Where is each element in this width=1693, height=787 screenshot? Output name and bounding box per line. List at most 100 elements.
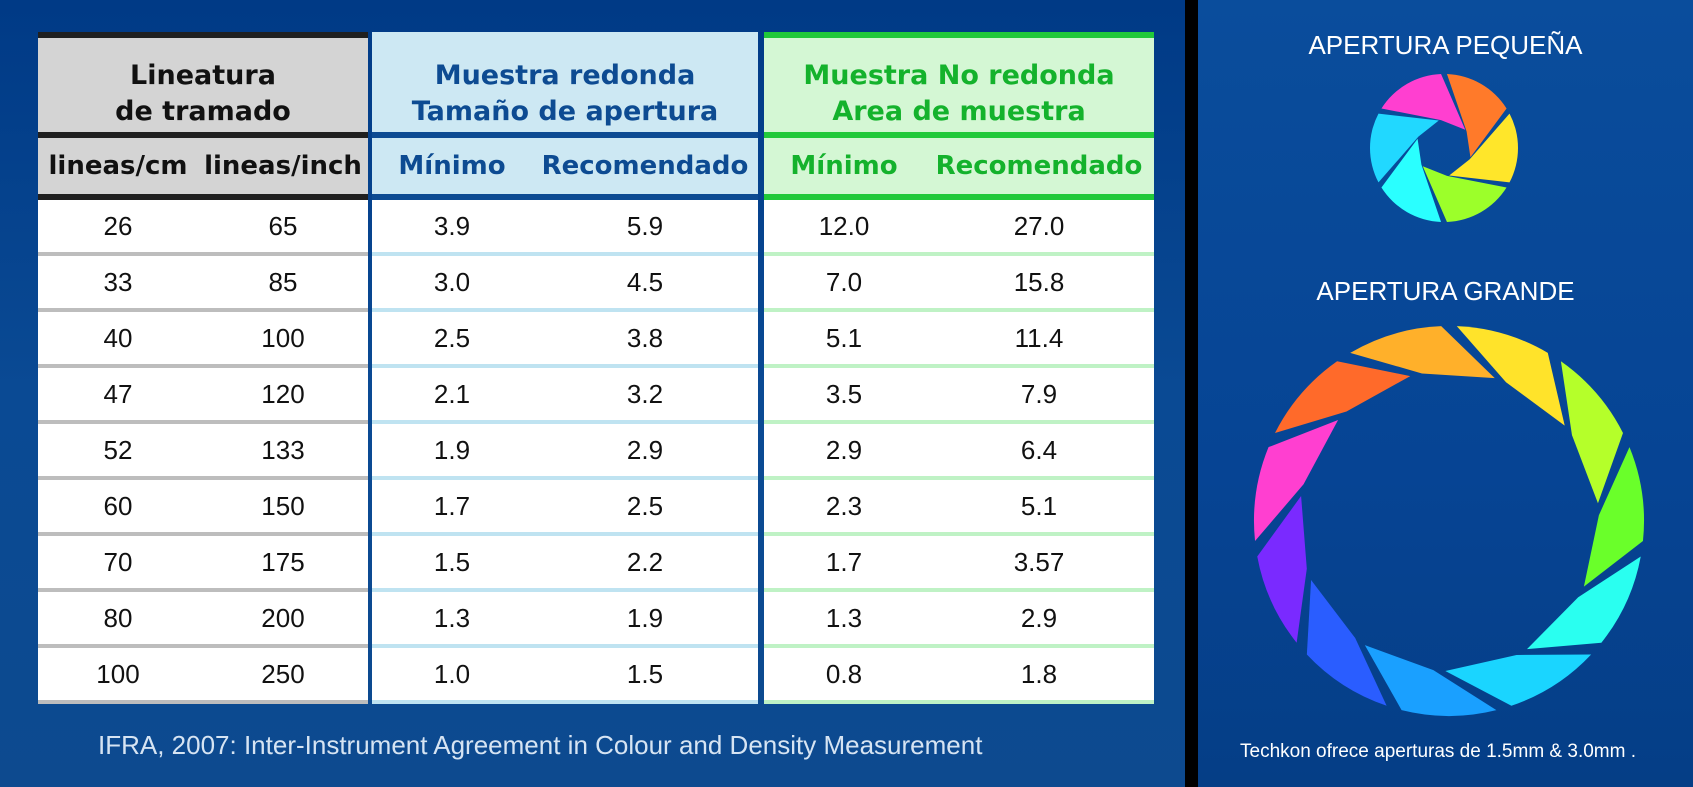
- large-aperture-blade: [1257, 496, 1307, 643]
- table-row: 1.9 2.9: [372, 424, 758, 480]
- nonround-minimum-cell: 12.0: [818, 210, 870, 241]
- table-row: 3.0 4.5: [372, 256, 758, 312]
- lines-per-cm-cell: 52: [103, 434, 133, 465]
- small-aperture-blade: [1446, 74, 1507, 158]
- table-row: 40 100: [38, 312, 368, 368]
- round-minimum-cell: 1.3: [433, 602, 471, 633]
- screen-ruling-title-line1: Lineatura: [130, 60, 276, 91]
- large-aperture-title: APERTURA GRANDE: [1316, 276, 1575, 306]
- table-row: 33 85: [38, 256, 368, 312]
- round-recommended-cell: 2.9: [626, 434, 664, 465]
- lines-per-cm-cell: 60: [103, 490, 133, 521]
- table-row: 1.3 2.9: [764, 592, 1154, 648]
- nonround-minimum-cell: 7.0: [825, 266, 863, 297]
- table-row: 100 250: [38, 648, 368, 704]
- round-sample-subheader: Mínimo Recomendado: [372, 132, 758, 200]
- nonround-minimum-cell: 2.9: [825, 434, 863, 465]
- aperture-small-icon: [1370, 74, 1518, 222]
- round-recommended-cell: 4.5: [626, 266, 664, 297]
- aperture-panel: APERTURA PEQUEÑA APERTURA GRANDE Techkon…: [1198, 0, 1693, 787]
- screen-ruling-header: Lineatura de tramado: [38, 32, 368, 132]
- lines-per-inch-cell: 100: [261, 322, 305, 353]
- table-row: 2.1 3.2: [372, 368, 758, 424]
- screen-ruling-body: 26 65 33 85 40 100 47 120 52 133 60 150 70 175 80 200 10…: [38, 200, 368, 704]
- table-row: 60 150: [38, 480, 368, 536]
- large-aperture-blade: [1306, 579, 1387, 706]
- nonround-recommended-cell: 11.4: [1014, 322, 1064, 353]
- round-sample-title-line1: Muestra redonda: [434, 60, 696, 91]
- table-row: 1.0 1.5: [372, 648, 758, 704]
- nonround-sample-title-line2: Area de muestra: [832, 96, 1086, 127]
- nonround-minimum-cell: 1.7: [825, 546, 863, 577]
- nonround-recommended-cell: 1.8: [1020, 658, 1058, 689]
- aperture-large-icon: [1254, 326, 1644, 716]
- nonround-recommended-cell: 6.4: [1020, 434, 1058, 465]
- table-row: 1.7 2.5: [372, 480, 758, 536]
- table-row: 2.3 5.1: [764, 480, 1154, 536]
- round-minimum-cell: 2.5: [433, 322, 471, 353]
- table-row: 0.8 1.8: [764, 648, 1154, 704]
- table-row: 47 120: [38, 368, 368, 424]
- lines-per-inch-cell: 120: [261, 378, 305, 409]
- nonround-minimum-header: Mínimo: [790, 151, 898, 181]
- nonround-minimum-cell: 0.8: [825, 658, 863, 689]
- round-recommended-header: Recomendado: [541, 151, 749, 181]
- nonround-minimum-cell: 2.3: [825, 490, 863, 521]
- lines-per-inch-cell: 175: [261, 546, 305, 577]
- small-aperture-blade: [1449, 113, 1518, 183]
- nonround-minimum-cell: 3.5: [825, 378, 863, 409]
- lines-per-inch-cell: 133: [261, 434, 305, 465]
- nonround-recommended-header: Recomendado: [935, 151, 1143, 181]
- round-sample-title-line2: Tamaño de apertura: [411, 96, 719, 127]
- table-row: 7.0 15.8: [764, 256, 1154, 312]
- lines-per-cm-cell: 80: [103, 602, 133, 633]
- nonround-recommended-cell: 2.9: [1020, 602, 1058, 633]
- nonround-sample-body: 12.0 27.0 7.0 15.8 5.1 11.4 3.5 7.9 2.9 6.4 2.3 5.1…: [764, 200, 1154, 704]
- nonround-minimum-cell: 5.1: [825, 322, 863, 353]
- large-aperture-blade: [1275, 361, 1411, 433]
- round-recommended-cell: 5.9: [626, 210, 664, 241]
- large-aperture-blade: [1445, 654, 1592, 706]
- round-minimum-cell: 1.5: [433, 546, 471, 577]
- small-aperture-blade: [1381, 138, 1442, 222]
- large-aperture-blade: [1560, 361, 1623, 504]
- round-sample-body: 3.9 5.9 3.0 4.5 2.5 3.8 2.1 3.2 1.9 2.9 1.7 2.5 1.5 2…: [372, 200, 758, 704]
- small-aperture-blade: [1422, 166, 1507, 222]
- round-recommended-cell: 3.8: [626, 322, 664, 353]
- table-row: 3.5 7.9: [764, 368, 1154, 424]
- round-sample-header: Muestra redonda Tamaño de apertura: [372, 32, 758, 132]
- panel-divider: [1185, 0, 1198, 787]
- round-minimum-cell: 1.0: [433, 658, 471, 689]
- screen-ruling-subheader: lineas/cm lineas/inch: [38, 132, 368, 200]
- round-minimum-cell: 3.0: [433, 266, 471, 297]
- round-recommended-cell: 2.2: [626, 546, 664, 577]
- nonround-sample-subheader: Mínimo Recomendado: [764, 132, 1154, 200]
- table-row: 2.5 3.8: [372, 312, 758, 368]
- nonround-recommended-cell: 5.1: [1020, 490, 1058, 521]
- nonround-sample-title-line1: Muestra No redonda: [803, 60, 1115, 91]
- large-aperture-blade: [1350, 326, 1495, 379]
- table-row: 52 133: [38, 424, 368, 480]
- small-aperture-blade: [1381, 74, 1466, 130]
- large-aperture-blade: [1456, 326, 1565, 426]
- round-minimum-cell: 1.7: [433, 490, 471, 521]
- lines-per-cm-cell: 40: [103, 322, 133, 353]
- round-recommended-cell: 2.5: [626, 490, 664, 521]
- round-recommended-cell: 1.9: [626, 602, 664, 633]
- table-row: 3.9 5.9: [372, 200, 758, 256]
- round-recommended-cell: 1.5: [626, 658, 664, 689]
- table-row: 1.3 1.9: [372, 592, 758, 648]
- nonround-recommended-cell: 3.57: [1013, 546, 1065, 577]
- lines-per-cm-cell: 47: [103, 378, 133, 409]
- large-aperture-blade: [1526, 556, 1641, 650]
- table-row: 1.5 2.2: [372, 536, 758, 592]
- round-recommended-cell: 3.2: [626, 378, 664, 409]
- table-row: 5.1 11.4: [764, 312, 1154, 368]
- round-minimum-cell: 2.1: [433, 378, 471, 409]
- small-aperture-title: APERTURA PEQUEÑA: [1308, 30, 1583, 60]
- lines-per-cm-cell: 70: [103, 546, 133, 577]
- nonround-minimum-cell: 1.3: [825, 602, 863, 633]
- table-row: 80 200: [38, 592, 368, 648]
- lines-per-inch-cell: 85: [268, 266, 298, 297]
- round-minimum-cell: 1.9: [433, 434, 471, 465]
